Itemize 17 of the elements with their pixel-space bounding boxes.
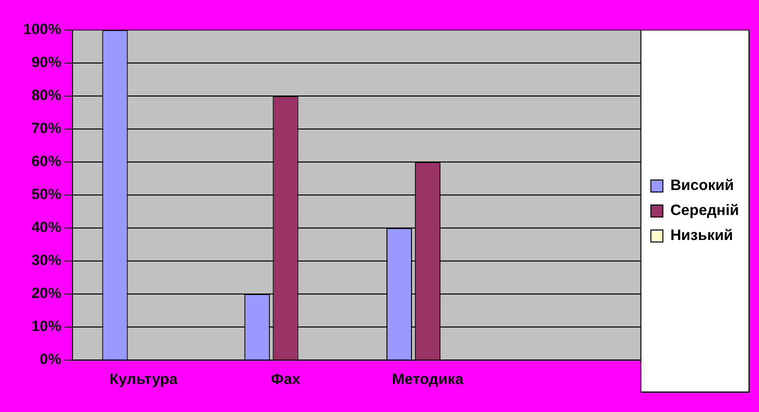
y-tick-label: 90% <box>31 54 62 72</box>
x-tick-label: Фах <box>270 371 301 388</box>
y-tick-label: 100% <box>22 21 62 38</box>
y-tick-label: 80% <box>31 87 62 104</box>
y-tick-label: 30% <box>31 252 62 270</box>
y-tick-label: 20% <box>31 285 62 302</box>
y-tick-label: 40% <box>31 219 62 236</box>
y-tick-label: 60% <box>31 153 62 170</box>
y-tick-label: 10% <box>31 318 62 336</box>
legend-label: Середній <box>670 202 740 220</box>
legend-label: Низький <box>670 227 734 244</box>
legend-label: Високий <box>670 177 734 194</box>
y-tick-label: 0% <box>40 351 62 368</box>
x-tick-label: Культура <box>109 371 178 388</box>
y-tick-label: 70% <box>31 120 62 138</box>
x-tick-label: Методика <box>392 371 464 388</box>
y-tick-label: 50% <box>31 186 62 204</box>
